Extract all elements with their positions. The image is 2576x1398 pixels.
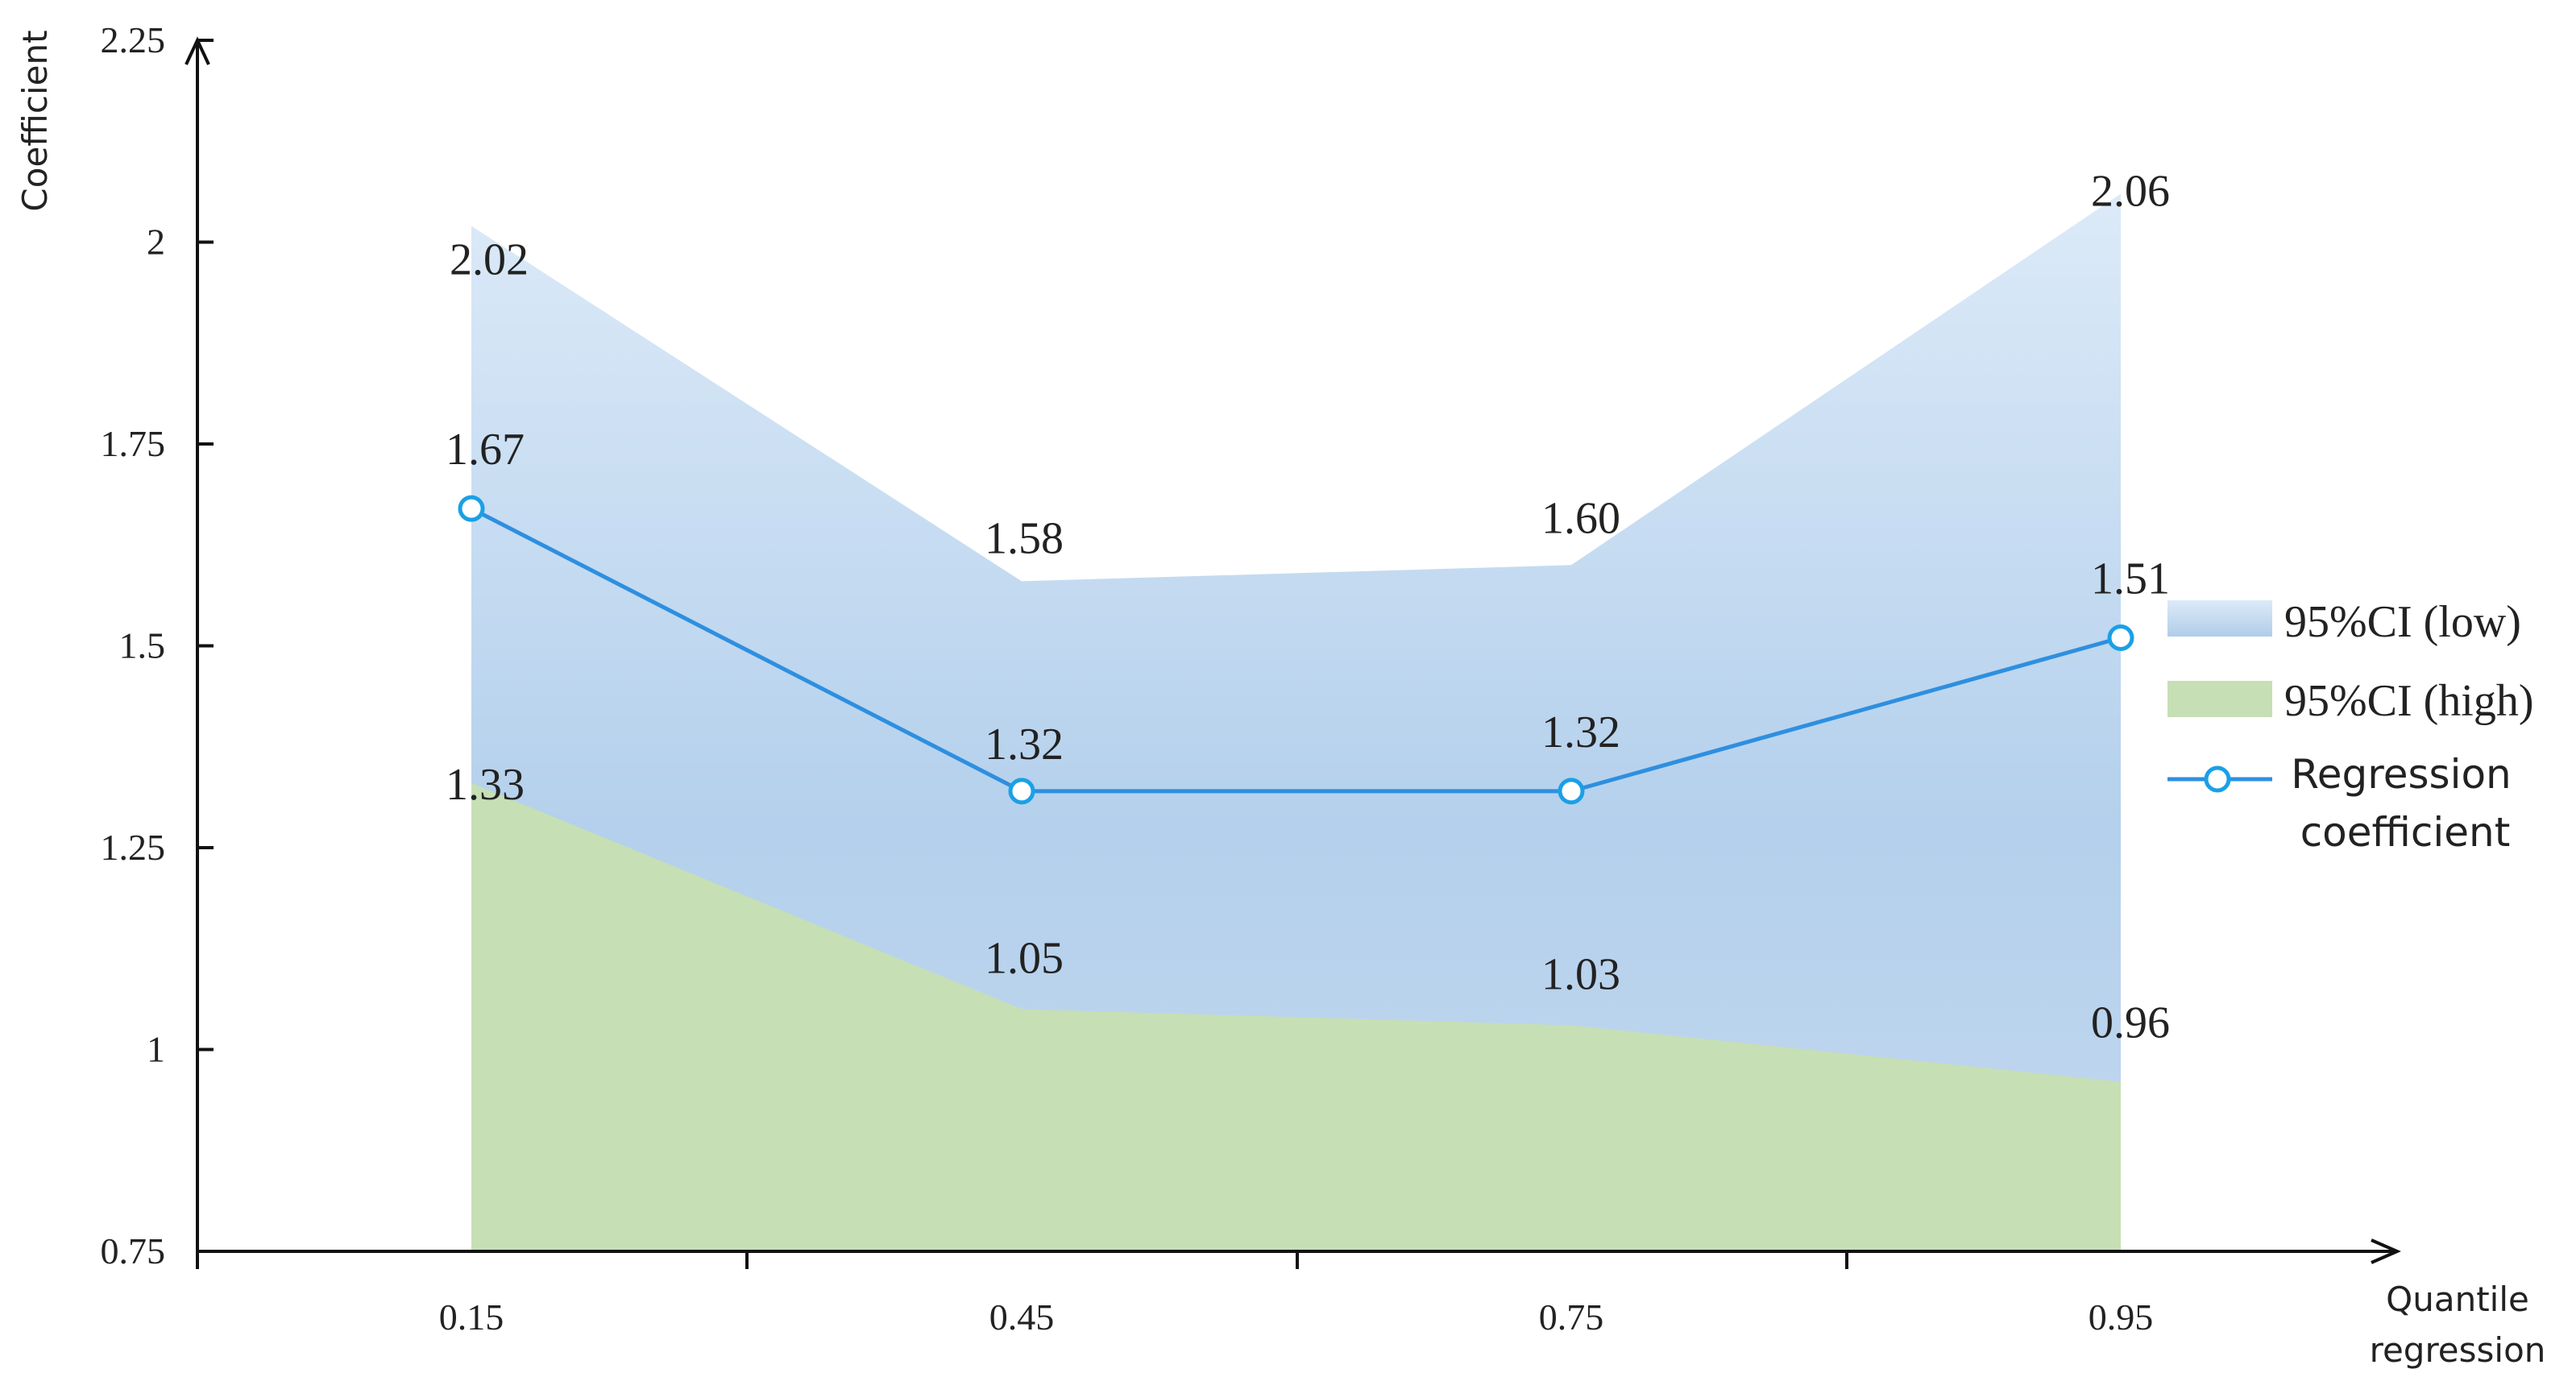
- regression-label: 1.32: [985, 720, 1064, 770]
- y-ticks: 0.75 1 1.25 1.5 1.75 2 2.25: [101, 19, 214, 1271]
- ci-low-label: 2.02: [450, 234, 529, 284]
- regression-point: [2107, 624, 2134, 651]
- ci-high-area: [471, 782, 2121, 1251]
- regression-line: [470, 506, 2122, 794]
- x-axis-title-line1: Quantile: [2386, 1280, 2529, 1319]
- legend-label-ci-high: 95%CI (high): [2284, 676, 2534, 726]
- regression-label: 1.32: [1541, 707, 1620, 757]
- regression-point: [458, 495, 485, 522]
- y-tick-label: 1.5: [119, 625, 166, 666]
- y-tick-label: 2.25: [101, 19, 166, 60]
- legend-marker-regression: [2204, 765, 2231, 793]
- legend: 95%CI (low) 95%CI (high) Regression coef…: [2167, 597, 2534, 856]
- x-tick-label: 0.45: [989, 1296, 1055, 1338]
- regression-point: [1008, 778, 1035, 805]
- ci-high-label: 0.96: [2091, 998, 2170, 1048]
- legend-label-regression-line1: Regression: [2291, 751, 2512, 798]
- y-tick-label: 2: [147, 222, 165, 263]
- legend-label-ci-low: 95%CI (low): [2284, 597, 2521, 647]
- y-tick-label: 1.25: [101, 827, 166, 868]
- x-axis-title-line2: regression: [2370, 1330, 2546, 1370]
- ci-low-label: 2.06: [2091, 166, 2170, 216]
- x-ticks: 0.15 0.45 0.75 0.95: [196, 1251, 2154, 1338]
- ci-low-label: 1.58: [985, 513, 1064, 563]
- ci-high-label: 1.03: [1541, 949, 1620, 999]
- x-tick-label: 0.15: [439, 1296, 504, 1338]
- area-layer: [471, 193, 2121, 1251]
- legend-swatch-ci-low: [2167, 600, 2272, 637]
- legend-swatch-ci-high: [2167, 681, 2272, 717]
- ci-high-label: 1.05: [985, 933, 1064, 983]
- x-tick-label: 0.75: [1539, 1296, 1604, 1338]
- x-tick-label: 0.95: [2089, 1296, 2154, 1338]
- regression-label: 1.67: [446, 425, 525, 475]
- regression-point: [1558, 778, 1585, 805]
- data-labels: 2.02 1.58 1.60 2.06 1.67 1.32 1.32 1.51 1.33 1.05…: [446, 166, 2170, 1047]
- regression-line-layer: [470, 506, 2122, 794]
- y-tick-label: 0.75: [101, 1230, 166, 1271]
- x-axis-arrow-icon: [2371, 1238, 2401, 1264]
- ci-low-label: 1.60: [1541, 493, 1620, 543]
- ci-high-label: 1.33: [446, 760, 525, 810]
- y-tick-label: 1: [147, 1029, 165, 1070]
- y-axis-title: Coefficient: [15, 30, 55, 211]
- regression-label: 1.51: [2091, 554, 2170, 604]
- y-tick-label: 1.75: [101, 423, 166, 464]
- regression-points: [458, 495, 2134, 805]
- legend-label-regression-line2: coefficient: [2300, 809, 2511, 856]
